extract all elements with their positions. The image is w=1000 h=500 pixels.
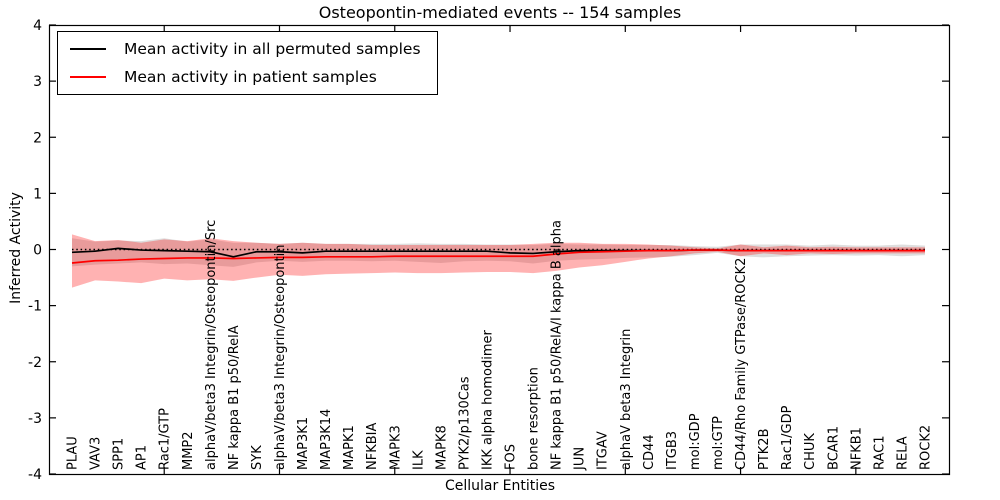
legend-label-permuted: Mean activity in all permuted samples (124, 40, 421, 58)
x-tick-label: ITGB3 (665, 431, 680, 470)
x-tick-label: PTK2B (757, 429, 772, 471)
x-axis-ticks (163, 25, 857, 474)
x-tick-label: JUN (573, 447, 588, 471)
x-tick-label: NF kappa B1 p50/RelA (227, 325, 242, 470)
x-tick-label: IKK alpha homodimer (480, 329, 495, 470)
x-tick-label: VAV3 (89, 437, 104, 470)
x-tick-label: SYK (250, 445, 265, 470)
x-tick-label: CD44/Rho Family GTPase/ROCK2 (734, 258, 749, 470)
y-tick-label: -1 (28, 299, 42, 315)
x-tick-label: NFKBIA (365, 423, 380, 470)
x-tick-label: CD44 (642, 434, 657, 470)
x-tick-label: BCAR1 (826, 426, 841, 470)
x-tick-label: MAP3K14 (319, 409, 334, 470)
y-tick-label: -4 (28, 467, 42, 483)
x-tick-label: alphaV/beta3 Integrin/Osteopontin (273, 245, 288, 470)
y-tick-label: -3 (28, 411, 42, 427)
x-tick-label: RAC1 (872, 435, 887, 470)
legend-box: Mean activity in all permuted samples Me… (57, 31, 438, 95)
y-tick-label: 4 (33, 18, 42, 34)
x-tick-label: SPP1 (112, 438, 127, 470)
x-tick-label: mol:GTP (711, 416, 726, 470)
chart-title: Osteopontin-mediated events -- 154 sampl… (318, 3, 682, 22)
x-tick-label: MAPK1 (342, 425, 357, 470)
y-tick-label: 2 (33, 130, 42, 146)
y-tick-label: 3 (33, 74, 42, 90)
confidence-bands (72, 234, 925, 288)
x-tick-label: AP1 (135, 445, 150, 470)
x-tick-label: MMP2 (181, 431, 196, 470)
y-tick-label: 1 (33, 186, 42, 202)
y-axis-ticks: 4 3 2 1 0 -1 -2 -3 -4 (28, 18, 949, 483)
legend-item-permuted: Mean activity in all permuted samples (70, 40, 421, 58)
x-tick-label: ROCK2 (919, 425, 934, 470)
x-tick-label: ITGAV (596, 431, 611, 470)
x-tick-label: RELA (895, 436, 910, 470)
x-tick-label: ILK (411, 450, 426, 470)
y-tick-label: 0 (33, 243, 42, 259)
y-tick-label: -2 (28, 355, 42, 371)
x-tick-label: MAPK3 (388, 425, 403, 470)
x-tick-label: alphaV/beta3 Integrin/Osteopontin/Src (204, 220, 219, 470)
x-tick-label: NF kappa B1 p50/RelA/I kappa B alpha (550, 220, 565, 470)
x-tick-label: PYK2/p130Cas (457, 376, 472, 470)
patient-samples-band (72, 234, 925, 288)
x-tick-label: NFKB1 (849, 427, 864, 470)
x-tick-label: PLAU (66, 436, 81, 470)
x-tick-label: Rac1/GDP (780, 405, 795, 470)
permuted-line-sample-icon (70, 48, 106, 50)
legend-label-patient: Mean activity in patient samples (124, 68, 377, 86)
patient-line-sample-icon (70, 76, 106, 78)
legend-item-patient: Mean activity in patient samples (70, 68, 421, 86)
x-tick-label: CHUK (803, 433, 818, 470)
x-tick-label: bone resorption (527, 367, 542, 470)
patient-mean-line (71, 249, 925, 264)
x-axis-label: Cellular Entities (444, 478, 556, 494)
x-tick-label: MAPK8 (434, 425, 449, 470)
x-tick-label: alphaV beta3 Integrin (619, 329, 634, 470)
x-tick-label: FOS (504, 444, 519, 470)
x-tick-label: Rac1/GTP (158, 408, 173, 470)
x-tick-label: mol:GDP (688, 413, 703, 470)
x-tick-labels: PLAU VAV3 SPP1 AP1 Rac1/GTP MMP2 alphaV/beta3 … (66, 220, 934, 471)
y-axis-label: Inferred Activity (8, 192, 24, 304)
x-tick-label: MAP3K1 (296, 417, 311, 470)
